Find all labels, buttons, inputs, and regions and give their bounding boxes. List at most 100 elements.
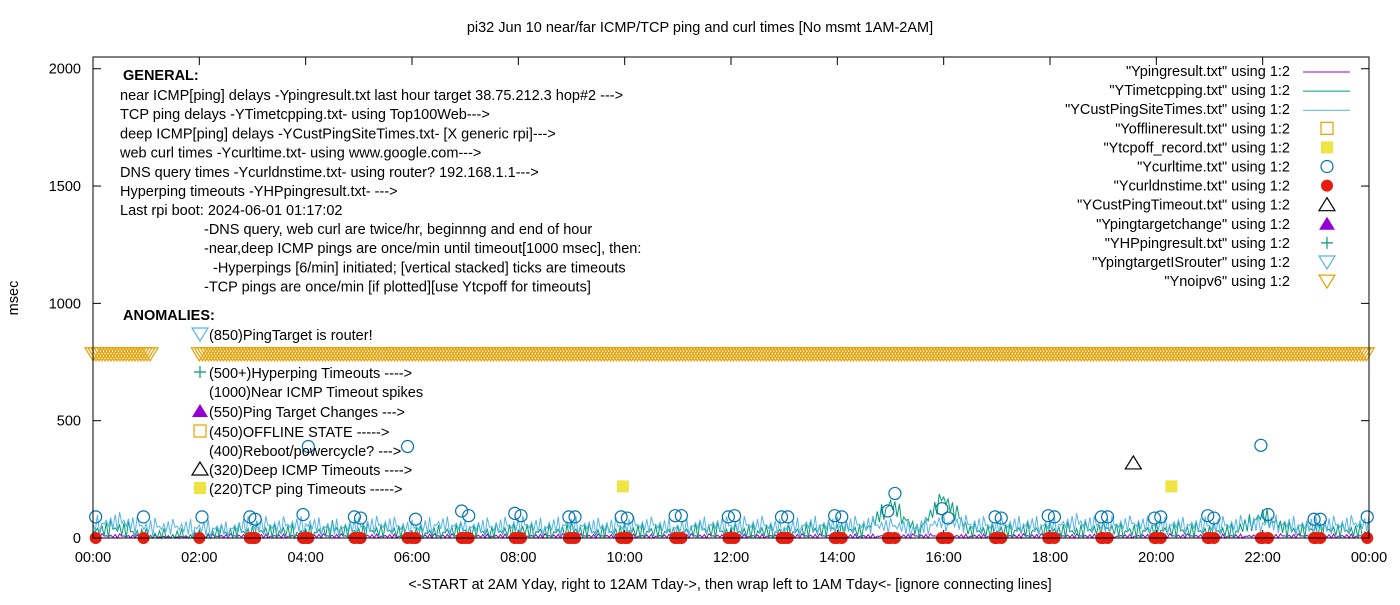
legend-label: "Ynoipv6" using 1:2 <box>1164 274 1290 290</box>
x-tick-label: 18:00 <box>1032 550 1068 566</box>
y-tick-label: 2000 <box>49 62 81 78</box>
legend-label: "Ycurldnstime.txt" using 1:2 <box>1114 179 1290 195</box>
data-point <box>400 439 415 454</box>
data-point <box>1261 507 1275 522</box>
data-point <box>727 509 742 523</box>
y-tick-label: 1000 <box>49 296 81 312</box>
data-point <box>616 480 629 493</box>
x-tick-label: 04:00 <box>288 550 324 566</box>
data-point <box>774 510 789 524</box>
x-tick-label: 00:00 <box>75 550 111 566</box>
general-line: near ICMP[ping] delays -Ypingresult.txt … <box>120 88 623 104</box>
data-point <box>881 504 895 518</box>
data-point <box>508 506 522 520</box>
legend-label: "Ycurltime.txt" using 1:2 <box>1137 160 1290 176</box>
data-point <box>988 510 1002 524</box>
data-point <box>1041 509 1055 523</box>
data-point <box>136 510 151 524</box>
anomaly-marker <box>193 424 207 438</box>
data-point <box>1207 511 1221 525</box>
legend-label: "YTimetcpping.txt" using 1:2 <box>1109 83 1290 99</box>
legend-label: "Ytcpoff_record.txt" using 1:2 <box>1103 140 1290 156</box>
data-point <box>1094 510 1108 524</box>
data-point <box>1124 454 1143 470</box>
data-point <box>888 486 902 501</box>
note-line: -Hyperpings [6/min] initiated; [vertical… <box>213 260 626 276</box>
data-point <box>1201 509 1215 523</box>
y-axis-label: msec <box>6 281 22 316</box>
general-line: Hyperping timeouts -YHPpingresult.txt- -… <box>120 184 398 200</box>
x-tick-label: 06:00 <box>394 550 430 566</box>
x-tick-label: 00:00 <box>1351 550 1387 566</box>
x-tick-label: 16:00 <box>926 550 962 566</box>
anomaly-label: (1000)Near ICMP Timeout spikes <box>209 385 423 401</box>
legend-label: "YCustPingSiteTimes.txt" using 1:2 <box>1065 102 1290 118</box>
anomaly-marker <box>194 482 206 494</box>
anomaly-label: (220)TCP ping Timeouts -----> <box>209 482 403 498</box>
data-point <box>781 510 795 524</box>
data-point <box>1357 347 1376 362</box>
data-point <box>941 511 955 525</box>
legend: "Ypingresult.txt" using 1:2 "YTimetcpping… <box>1065 64 1350 290</box>
plot-area: 0 500 1000 1500 2000 00:00 02:00 04:00 06:00 08:0… <box>49 57 1387 566</box>
note-line: -near,deep ICMP pings are once/min until… <box>204 241 641 257</box>
anomaly-label: (850)PingTarget is router! <box>209 328 373 344</box>
data-point <box>674 509 688 523</box>
y-tick-label: 1500 <box>49 179 81 195</box>
data-point <box>835 510 849 524</box>
legend-marker <box>1317 196 1337 212</box>
x-tick-label: 08:00 <box>500 550 536 566</box>
anomaly-marker <box>194 366 206 378</box>
data-point <box>620 511 634 525</box>
data-point <box>1100 510 1115 524</box>
anomaly-label: (500+)Hyperping Timeouts ----> <box>209 366 412 382</box>
data-point <box>301 439 315 454</box>
anomaly-marker <box>190 327 210 343</box>
data-point <box>248 512 262 526</box>
legend-label: "YpingtargetISrouter" using 1:2 <box>1092 255 1290 271</box>
series-line-2 <box>92 511 1370 539</box>
x-tick-label: 14:00 <box>819 550 855 566</box>
data-point <box>1154 510 1168 524</box>
note-line: -TCP pings are once/min [if plotted][use… <box>204 280 591 296</box>
legend-marker <box>1317 274 1337 290</box>
legend-marker <box>1321 236 1333 249</box>
data-point <box>828 509 842 523</box>
data-point <box>1165 480 1178 493</box>
y-tick-label: 0 <box>73 531 81 547</box>
y-tick-label: 500 <box>57 414 81 430</box>
chart-title: pi32 Jun 10 near/far ICMP/TCP ping and c… <box>467 20 933 36</box>
annotations: GENERAL: near ICMP[ping] delays -Ypingres… <box>119 68 641 498</box>
data-point <box>614 510 628 524</box>
general-line: DNS query times -Ycurldnstime.txt- using… <box>120 165 539 181</box>
data-point <box>1254 438 1268 452</box>
data-point <box>568 510 582 524</box>
anomaly-label: (320)Deep ICMP Timeouts ----> <box>209 463 412 479</box>
x-tick-label: 10:00 <box>607 550 643 566</box>
legend-label: "Ypingtargetchange" using 1:2 <box>1096 217 1290 233</box>
x-axis-label: <-START at 2AM Yday, right to 12AM Tday-… <box>408 577 1051 593</box>
anomaly-marker <box>190 460 210 476</box>
anomaly-label: (550)Ping Target Changes ---> <box>209 405 405 421</box>
data-point <box>140 347 160 362</box>
general-line: Last rpi boot: 2024-06-01 01:17:02 <box>120 203 343 219</box>
data-point <box>296 507 310 522</box>
data-point <box>195 510 209 524</box>
data-point <box>1047 510 1062 524</box>
x-tick-label: 02:00 <box>181 550 217 566</box>
data-point <box>408 512 423 526</box>
data-point <box>514 509 528 523</box>
data-point <box>721 510 735 524</box>
general-line: TCP ping delays -YTimetcpping.txt- using… <box>120 107 490 123</box>
data-point <box>1307 512 1321 526</box>
plot-frame <box>92 56 1370 539</box>
legend-marker <box>1319 216 1335 230</box>
x-tick-label: 20:00 <box>1138 550 1174 566</box>
anomaly-marker <box>192 404 208 417</box>
x-tick-label: 22:00 <box>1245 550 1281 566</box>
legend-marker <box>1317 255 1337 271</box>
anomaly-label: (400)Reboot/powercycle? ---> <box>209 444 401 460</box>
general-line: web curl times -Ycurltime.txt- using www… <box>119 146 481 162</box>
general-title: GENERAL: <box>123 68 199 84</box>
